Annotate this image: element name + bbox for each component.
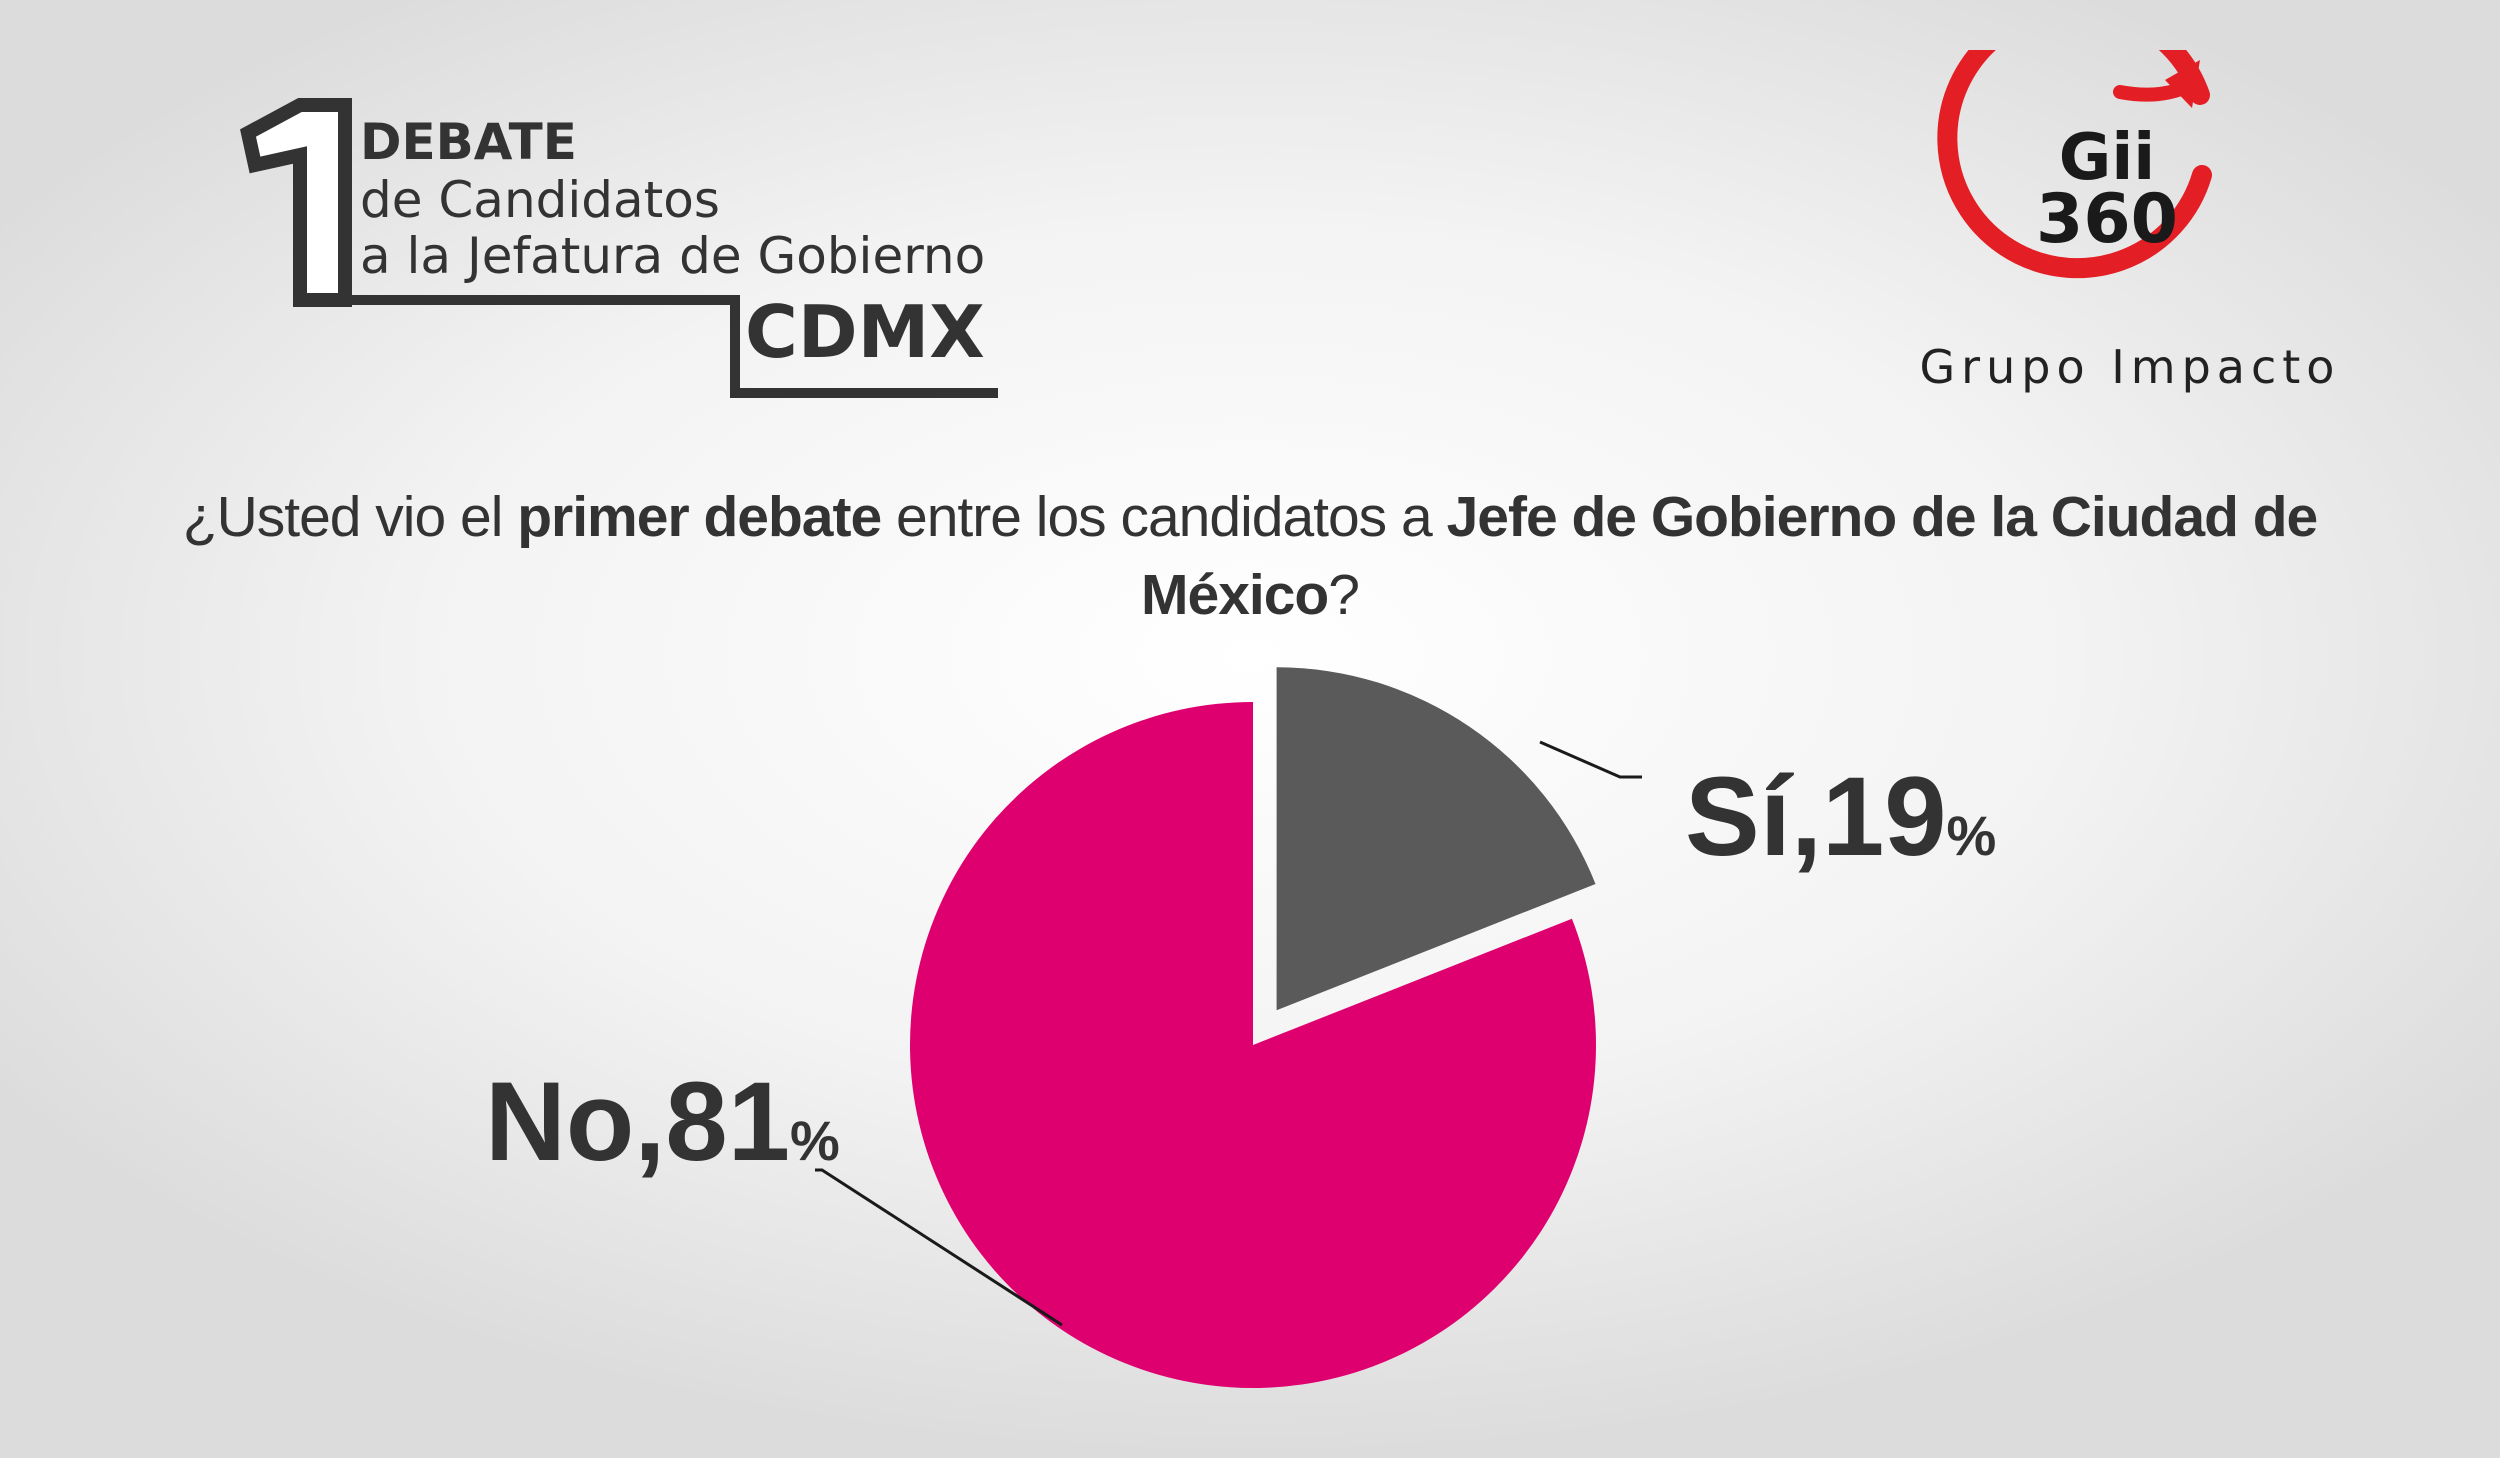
debate-subtitle-1: de Candidatos	[360, 171, 720, 229]
slice-label-unit: %	[790, 1109, 840, 1172]
slice-label-value: No,81	[485, 1059, 790, 1184]
debate-logo: DEBATE de Candidatos a la Jefatura de Go…	[230, 95, 1010, 415]
brand-name-line2: 360	[2036, 180, 2178, 259]
brand-name-line1: Gii	[2058, 121, 2156, 195]
question-part-1: ¿Usted vio el	[182, 485, 518, 549]
brand-subtitle: Grupo Impacto	[1919, 340, 2341, 394]
leader-line-no	[815, 1168, 1063, 1327]
debate-logo-frame	[240, 98, 998, 398]
pie-slice-s	[1276, 667, 1596, 1011]
debate-city: CDMX	[745, 290, 985, 374]
slice-label-unit: %	[1947, 804, 1997, 867]
brand-logo: Gii 360 Grupo Impacto	[1900, 50, 2360, 410]
debate-title: DEBATE	[360, 113, 577, 171]
question-part-2: entre los candidatos a	[881, 485, 1447, 549]
question-bold-2: Jefe de Gobierno de la Ciudad de México	[1141, 485, 2318, 627]
question-text: ¿Usted vio el primer debate entre los ca…	[150, 478, 2350, 634]
slice-label-value: Sí,19	[1685, 754, 1947, 879]
leader-line-s	[1539, 740, 1642, 779]
slice-label-s: Sí,19%	[1685, 754, 1996, 879]
pie-slice-no	[910, 702, 1596, 1389]
question-part-3: ?	[1328, 563, 1360, 627]
brand-ring-icon	[1937, 50, 2212, 279]
debate-subtitle-2: a la Jefatura de Gobierno	[360, 227, 986, 285]
slice-label-no: No,81%	[485, 1059, 840, 1184]
question-bold-1: primer debate	[517, 485, 882, 549]
